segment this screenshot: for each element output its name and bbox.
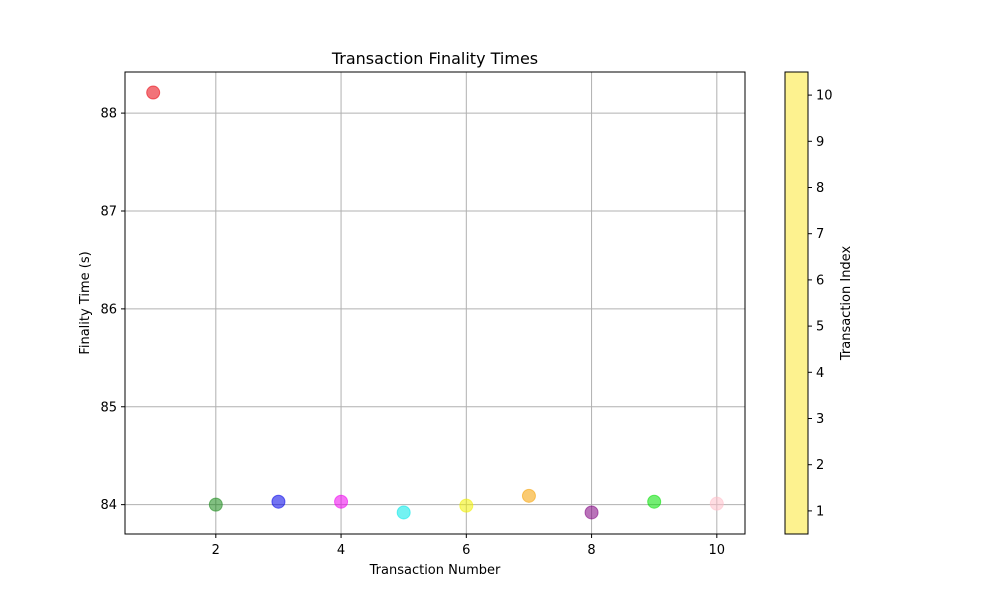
chart-title: Transaction Finality Times [331,49,538,68]
colorbar-tick-label: 1 [816,504,824,519]
data-point [584,505,599,520]
x-axis-ticks: 2 4 6 8 10 [212,534,725,558]
y-tick-label: 88 [100,107,117,122]
colorbar-tick-label: 9 [816,135,824,150]
data-point [459,498,474,513]
data-point [146,85,161,100]
colorbar-gradient [784,71,809,535]
x-axis-label: Transaction Number [369,563,501,578]
colorbar-tick-label: 10 [816,89,833,104]
colorbar-tick-label: 4 [816,366,824,381]
x-tick-label: 4 [337,543,345,558]
y-axis-ticks: 84 85 86 87 88 [100,107,125,513]
y-tick-label: 86 [100,302,117,317]
data-point [396,505,411,520]
data-points [146,85,724,520]
y-tick-label: 85 [100,400,117,415]
colorbar-tick-label: 8 [816,181,824,196]
data-point [709,496,724,511]
x-tick-label: 2 [212,543,220,558]
colorbar-ticks: 1 2 3 4 5 6 7 8 9 10 [808,89,833,519]
data-point [521,488,536,503]
colorbar-tick-label: 3 [816,412,824,427]
grid-lines [125,72,745,534]
colorbar-tick-label: 5 [816,320,824,335]
colorbar-tick-label: 6 [816,273,824,288]
y-tick-label: 87 [100,204,117,219]
data-point [271,494,286,509]
colorbar: 1 2 3 4 5 6 7 8 9 10 Transaction Index [784,71,854,535]
axes-frame [124,71,746,535]
colorbar-tick-label: 7 [816,227,824,242]
x-tick-label: 8 [587,543,595,558]
x-tick-label: 6 [462,543,470,558]
data-point [208,497,223,512]
y-axis-label: Finality Time (s) [78,251,93,354]
colorbar-label: Transaction Index [839,246,854,362]
colorbar-tick-label: 2 [816,458,824,473]
data-point [647,494,662,509]
y-tick-label: 84 [100,498,117,513]
data-point [334,494,349,509]
x-tick-label: 10 [709,543,726,558]
